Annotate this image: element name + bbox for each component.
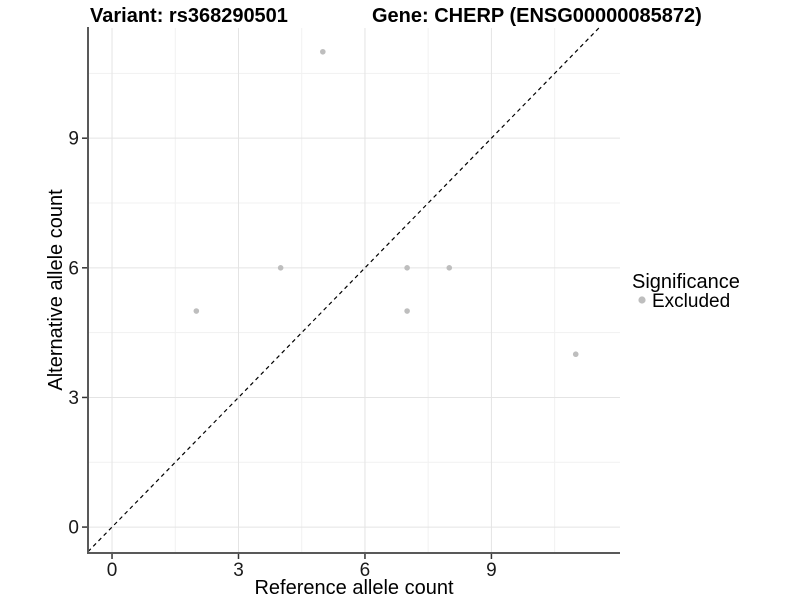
grid-minor-layer (88, 28, 620, 553)
data-point (404, 308, 410, 314)
data-point (320, 48, 326, 55)
data-point (193, 308, 200, 314)
x-tick-label: 0 (107, 560, 118, 581)
legend-label-excluded: Excluded (652, 291, 730, 312)
y-tick-label: 9 (68, 129, 79, 150)
data-point (446, 265, 453, 271)
plot-title-gene: Gene: CHERP (ENSG00000085872) (372, 5, 702, 27)
x-axis-title: Reference allele count (254, 577, 453, 599)
x-tick-label: 6 (360, 560, 371, 581)
y-tick-label: 6 (68, 258, 79, 279)
plot-title-variant: Variant: rs368290501 (90, 5, 288, 27)
x-tick-label: 3 (233, 560, 244, 581)
y-tick-label: 0 (68, 518, 79, 539)
y-axis-title: Alternative allele count (45, 189, 67, 391)
y-ticks-layer: 0 3 6 9 (68, 129, 87, 539)
data-point (572, 351, 579, 358)
points-layer (193, 48, 579, 358)
grid-major-layer (88, 28, 620, 553)
legend-key-excluded-dot (638, 296, 646, 304)
data-point (277, 265, 284, 271)
y-tick-label: 3 (68, 388, 79, 409)
data-point (404, 265, 410, 271)
legend: Significance Excluded (632, 271, 740, 312)
x-ticks-layer: 0 3 6 9 (107, 554, 497, 581)
legend-title: Significance (632, 271, 740, 293)
identity-reference-line (87, 27, 600, 553)
x-tick-label: 9 (486, 560, 497, 581)
